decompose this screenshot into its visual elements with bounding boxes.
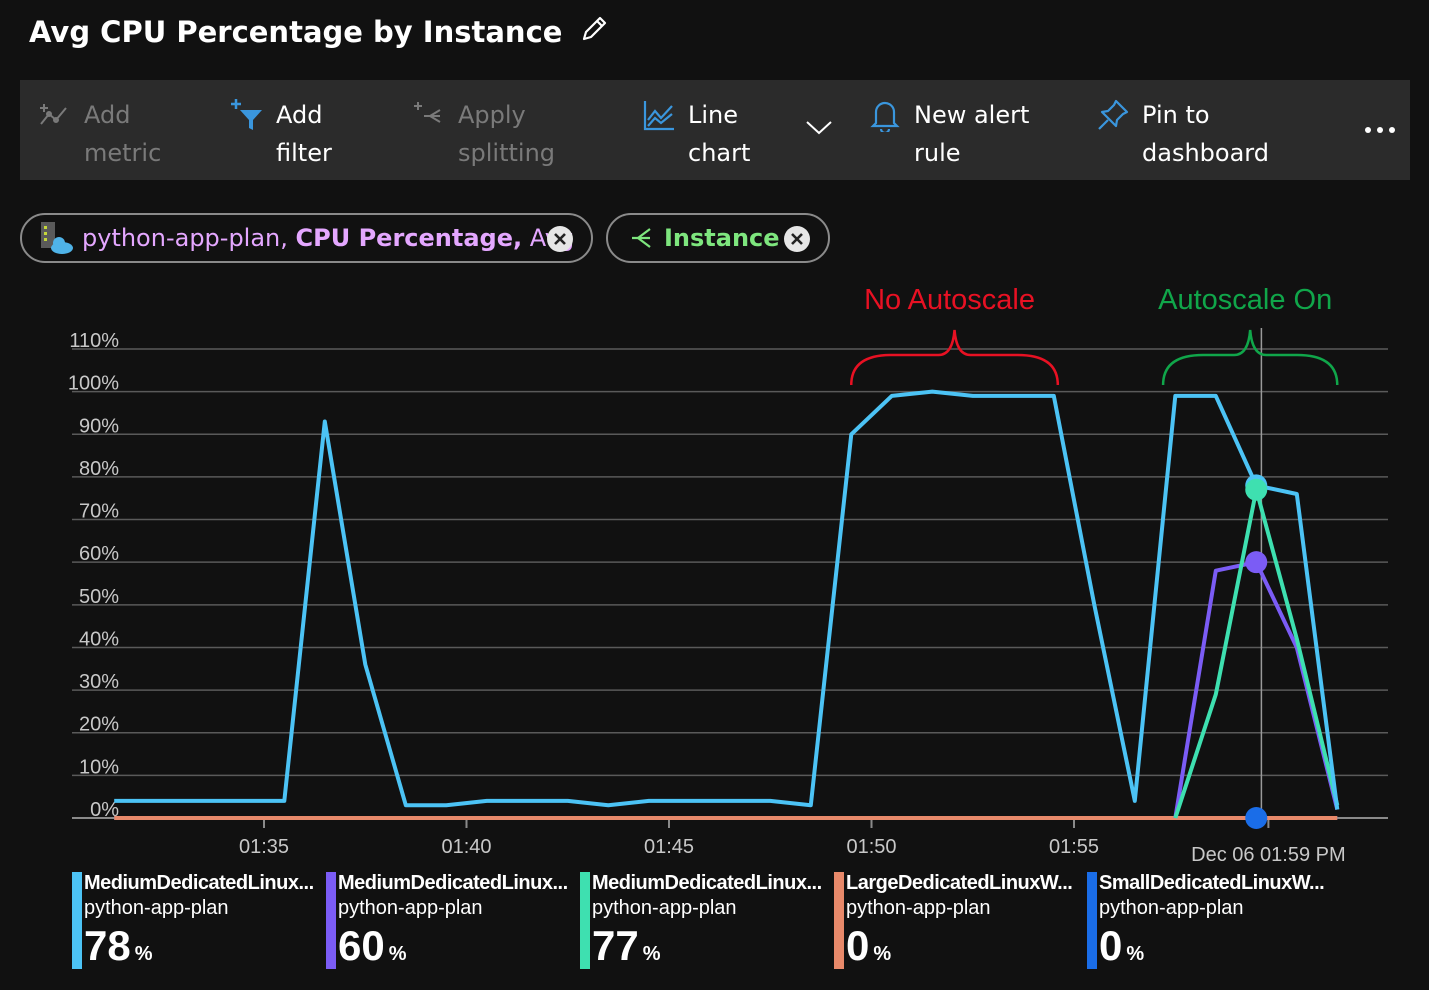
- chart-type-button[interactable]: Line chart: [642, 96, 750, 172]
- x-tick-label: 01:35: [239, 836, 289, 858]
- metric-pill-resource: python-app-plan,: [82, 224, 288, 252]
- y-tick-label: 110%: [69, 330, 119, 352]
- y-tick-label: 100%: [68, 373, 119, 395]
- legend-color-bar: [72, 872, 82, 969]
- add-metric-button[interactable]: Add metric: [38, 96, 161, 172]
- legend-name: LargeDedicatedLinuxW...: [846, 872, 1073, 894]
- add-filter-button[interactable]: Add filter: [230, 96, 332, 172]
- legend-sub: python-app-plan: [592, 897, 737, 919]
- legend-color-bar: [834, 872, 844, 969]
- y-tick-label: 90%: [79, 415, 119, 437]
- cursor-marker: [1245, 807, 1268, 829]
- new-alert-rule-label-1: New alert: [914, 101, 1030, 129]
- legend-color-bar: [1087, 872, 1097, 969]
- y-tick-label: 50%: [79, 586, 119, 608]
- legend-value: 60: [338, 922, 385, 969]
- legend-name: MediumDedicatedLinux...: [338, 872, 568, 894]
- legend-value: 0: [1099, 922, 1123, 969]
- chart-title-row: Avg CPU Percentage by Instance: [29, 12, 610, 52]
- legend-name: MediumDedicatedLinux...: [84, 872, 314, 894]
- legend-item[interactable]: MediumDedicatedLinux... python-app-plan …: [580, 872, 822, 970]
- metric-pill-metric: CPU Percentage,: [295, 224, 523, 252]
- y-tick-label: 80%: [79, 458, 119, 480]
- more-options-icon[interactable]: [1360, 110, 1400, 150]
- y-tick-label: 20%: [79, 714, 119, 736]
- splitting-pill-label: Instance: [664, 224, 780, 252]
- y-tick-label: 40%: [79, 628, 119, 650]
- legend-unit: %: [134, 943, 153, 965]
- legend-unit: %: [1126, 943, 1145, 965]
- new-alert-rule-label-2: rule: [914, 139, 961, 167]
- chevron-down-icon[interactable]: [804, 116, 834, 138]
- splitting-icon: [632, 228, 651, 248]
- y-tick-label: 0%: [90, 799, 119, 821]
- x-tick-label: 01:45: [644, 836, 694, 858]
- toolbar: Add metric Add filter Apply splitting: [20, 80, 1410, 180]
- new-alert-rule-button[interactable]: New alert rule: [868, 96, 1029, 172]
- legend-color-bar: [580, 872, 590, 969]
- x-tick-label: 01:40: [441, 836, 491, 858]
- legend-value: 77: [592, 922, 639, 969]
- y-tick-label: 70%: [79, 501, 119, 523]
- apply-splitting-label-2: splitting: [458, 139, 556, 167]
- legend-name: SmallDedicatedLinuxW...: [1099, 872, 1325, 894]
- add-metric-icon: [40, 104, 67, 125]
- add-filter-icon: [231, 99, 262, 130]
- line-chart[interactable]: 0% 10% 20% 30% 40% 50% 60% 70% 80% 90% 100% 110% 01:…: [0, 270, 1429, 870]
- legend-color-bar: [326, 872, 336, 969]
- cursor-timestamp-label: Dec 06 01:59 PM: [1191, 844, 1346, 866]
- line-chart-label-2: chart: [688, 139, 751, 167]
- cursor-marker: [1245, 551, 1268, 574]
- series-line-3: [1173, 487, 1340, 819]
- pin-to-dashboard-label-1: Pin to: [1142, 101, 1210, 129]
- legend-item[interactable]: MediumDedicatedLinux... python-app-plan …: [326, 872, 568, 970]
- add-metric-label-1: Add: [84, 101, 131, 129]
- legend-unit: %: [873, 943, 892, 965]
- annotation-label: No Autoscale: [864, 284, 1035, 316]
- annotation-label: Autoscale On: [1158, 284, 1332, 316]
- pin-to-dashboard-label-2: dashboard: [1142, 139, 1269, 167]
- legend-unit: %: [642, 943, 661, 965]
- legend-sub: python-app-plan: [338, 897, 483, 919]
- legend-unit: %: [388, 943, 407, 965]
- apply-splitting-icon: [414, 102, 441, 123]
- legend-item[interactable]: MediumDedicatedLinux... python-app-plan …: [72, 872, 314, 970]
- legend-item[interactable]: SmallDedicatedLinuxW... python-app-plan …: [1087, 872, 1327, 970]
- apply-splitting-button[interactable]: Apply splitting: [412, 96, 555, 172]
- legend-sub: python-app-plan: [1099, 897, 1244, 919]
- x-tick-label: 01:50: [846, 836, 896, 858]
- pin-to-dashboard-button[interactable]: Pin to dashboard: [1096, 96, 1269, 172]
- metric-pill-text: python-app-plan, CPU Percentage, Avg: [82, 224, 574, 252]
- legend-sub: python-app-plan: [846, 897, 991, 919]
- apply-splitting-label-1: Apply: [458, 101, 526, 129]
- legend-sub: python-app-plan: [84, 897, 229, 919]
- legend-value: 0: [846, 922, 870, 969]
- x-tick-label: 01:55: [1049, 836, 1099, 858]
- remove-splitting-close-icon[interactable]: [784, 226, 810, 252]
- pin-icon: [1098, 99, 1129, 130]
- y-tick-label: 30%: [79, 671, 119, 693]
- splitting-pill[interactable]: Instance: [606, 213, 830, 263]
- annotation-brace: [850, 329, 1060, 386]
- annotation-brace: [1161, 329, 1339, 386]
- chart-legend: MediumDedicatedLinux... python-app-plan …: [0, 870, 1429, 990]
- legend-value: 78: [84, 922, 131, 969]
- series-line-1: [114, 389, 1340, 810]
- legend-name: MediumDedicatedLinux...: [592, 872, 822, 894]
- y-tick-label: 60%: [79, 543, 119, 565]
- edit-title-pencil-icon[interactable]: [578, 13, 610, 52]
- line-chart-icon: [643, 101, 674, 131]
- metric-pill[interactable]: python-app-plan, CPU Percentage, Avg: [20, 213, 593, 263]
- y-tick-label: 10%: [79, 756, 119, 778]
- add-metric-label-2: metric: [84, 139, 162, 167]
- add-filter-label-2: filter: [276, 139, 332, 167]
- remove-metric-close-icon[interactable]: [547, 226, 573, 252]
- legend-item[interactable]: LargeDedicatedLinuxW... python-app-plan …: [834, 872, 1074, 970]
- app-service-plan-icon: [41, 222, 73, 254]
- add-filter-label-1: Add: [276, 101, 323, 129]
- bell-icon: [870, 101, 900, 132]
- line-chart-label-1: Line: [688, 101, 739, 129]
- chart-title: Avg CPU Percentage by Instance: [29, 15, 563, 49]
- cursor-marker: [1245, 478, 1268, 501]
